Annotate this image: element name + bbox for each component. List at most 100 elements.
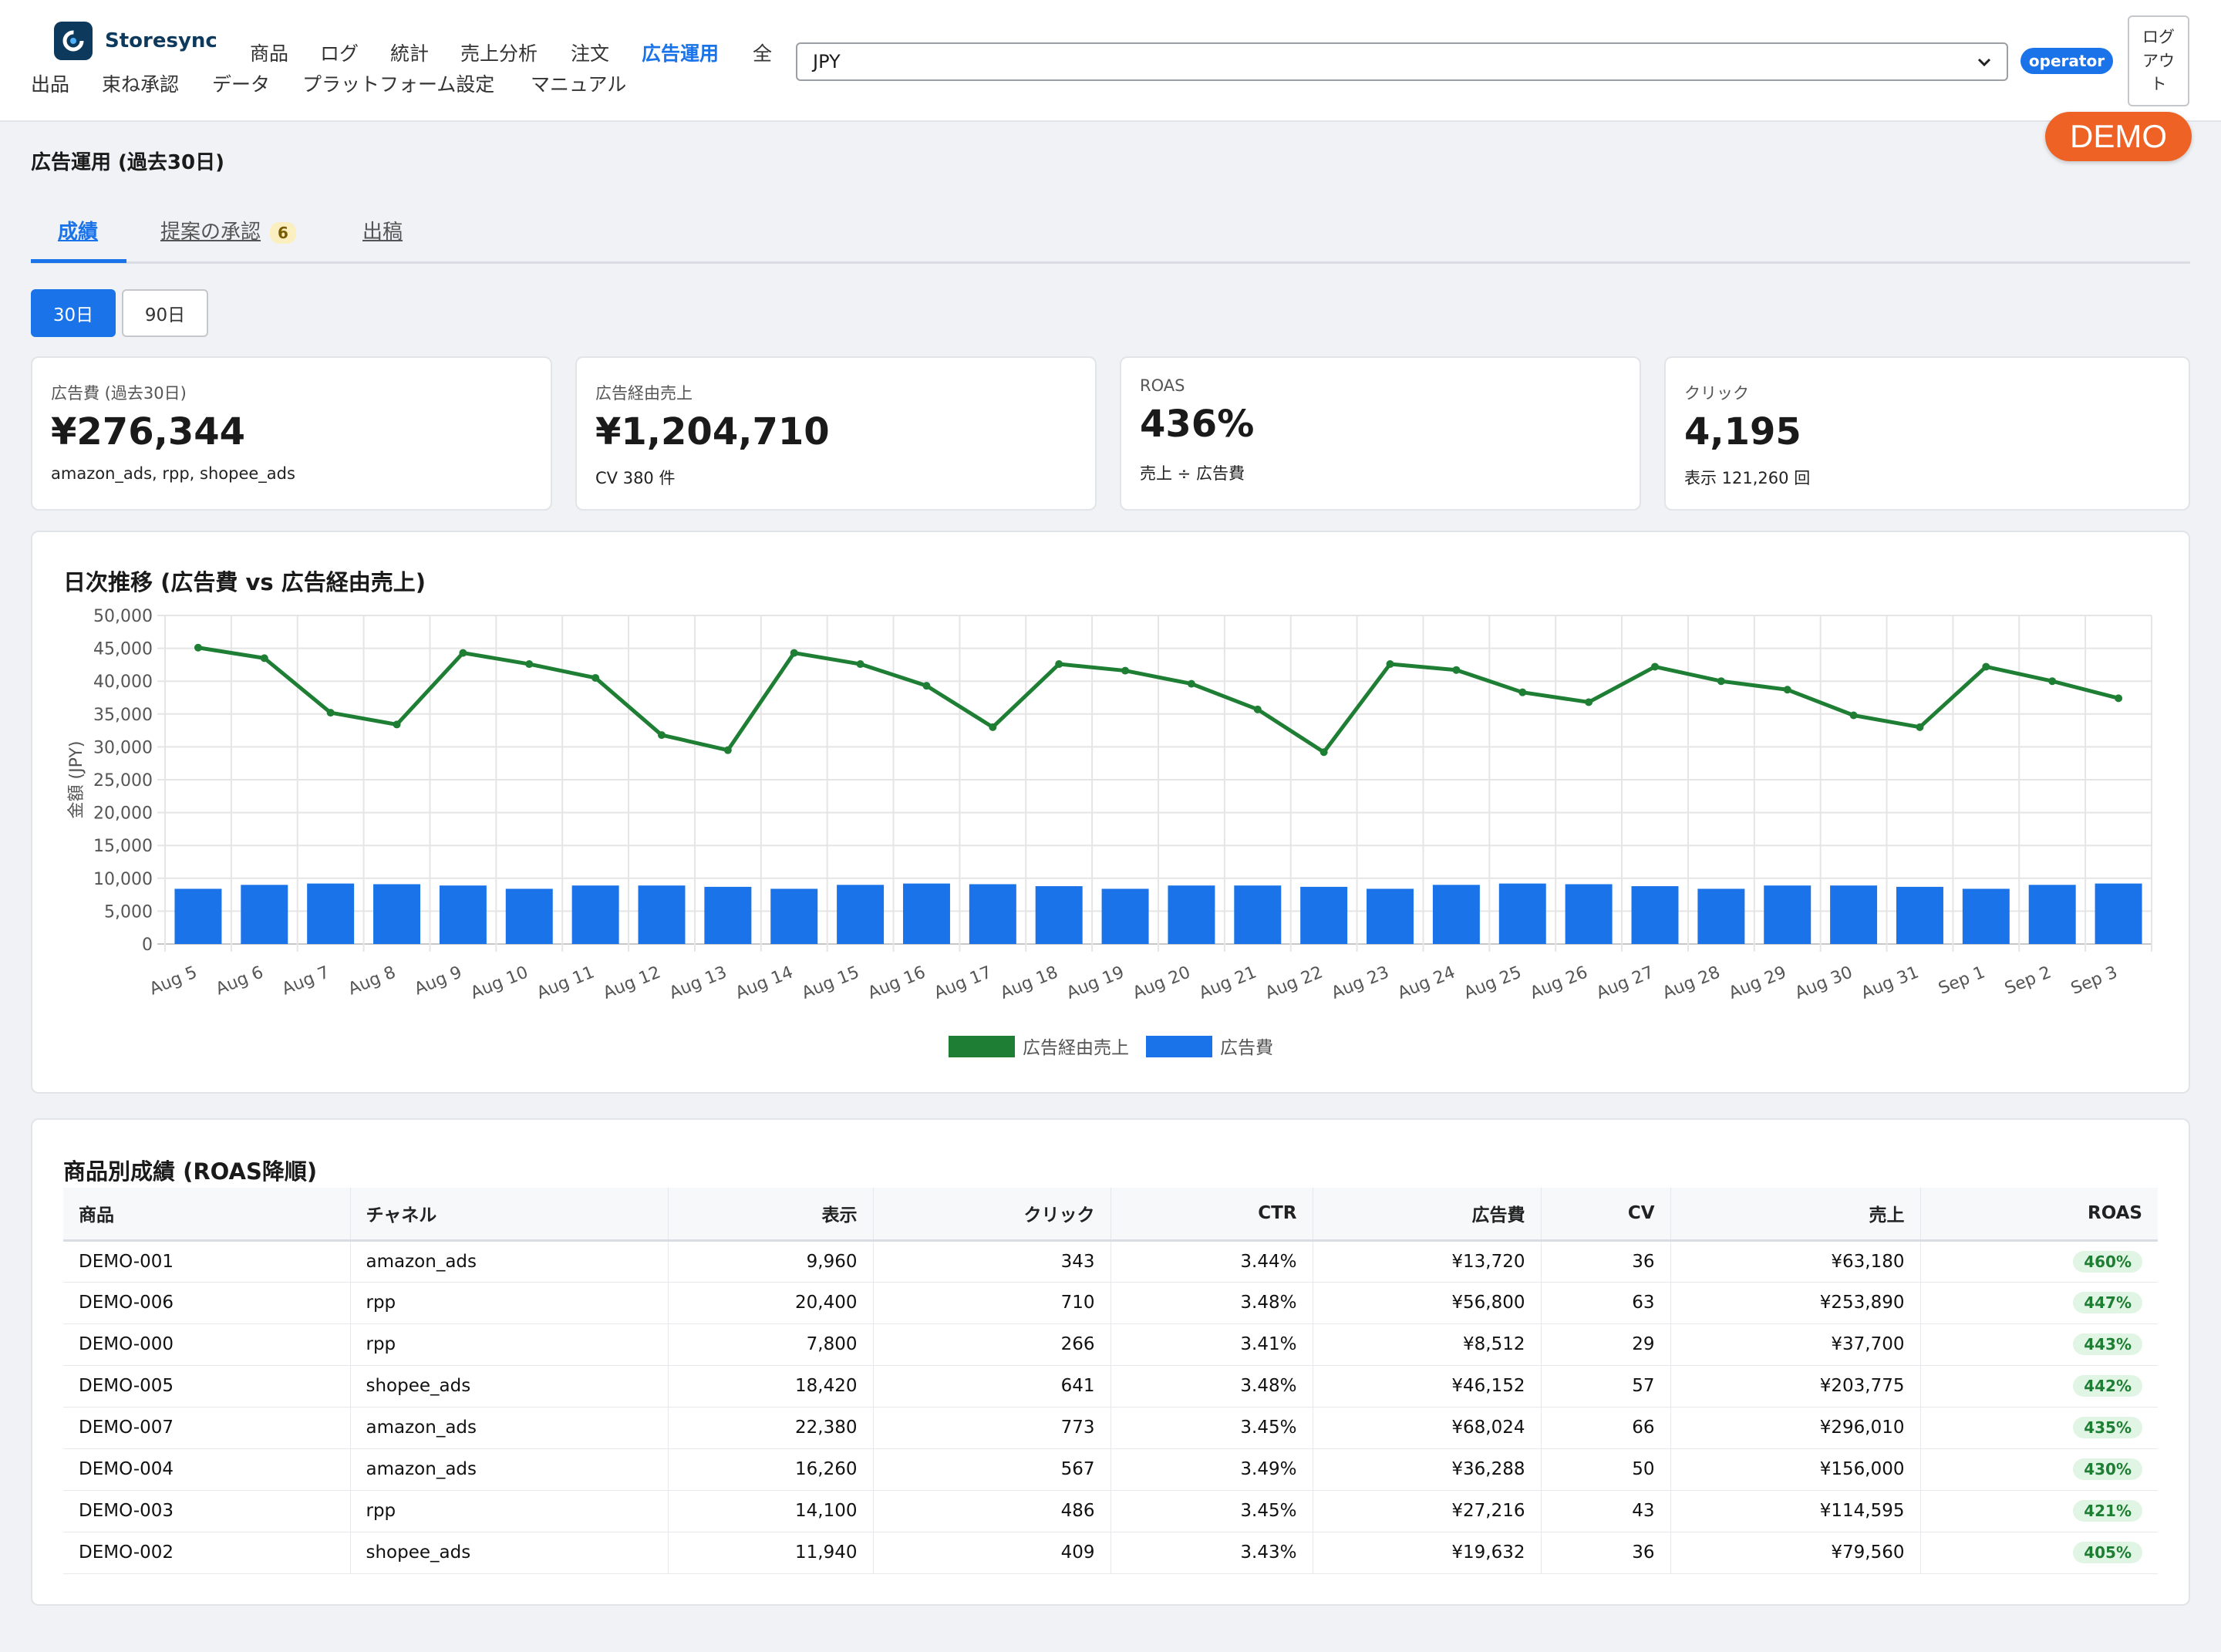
cell-channel: rpp	[350, 1323, 669, 1366]
table-row: DEMO-000 rpp 7,800 266 3.41% ¥8,512 29 ¥…	[63, 1323, 2158, 1366]
x-tick-label: Aug 16	[865, 963, 929, 1003]
nav-orders[interactable]: 注文	[571, 42, 610, 65]
ad-spend-bar	[1631, 886, 1679, 944]
cell-ctr: 3.43%	[1110, 1532, 1313, 1574]
nav-products[interactable]: 商品	[250, 42, 289, 65]
kpi-label: ROAS	[1140, 376, 1185, 395]
x-tick-label: Sep 2	[2002, 963, 2054, 999]
cell-product: DEMO-006	[63, 1282, 351, 1324]
x-tick-label: Sep 3	[2068, 963, 2120, 999]
cell-clicks: 343	[873, 1240, 1111, 1283]
cell-cv: 57	[1541, 1365, 1671, 1408]
cell-product: DEMO-001	[63, 1240, 351, 1283]
x-tick-label: Aug 19	[1064, 963, 1127, 1003]
cell-ad-spend: ¥19,632	[1313, 1532, 1542, 1574]
tab-proposal-approval[interactable]: 提案の承認 6	[160, 216, 296, 244]
ad-spend-bar	[1035, 886, 1083, 944]
table-row: DEMO-006 rpp 20,400 710 3.48% ¥56,800 63…	[63, 1282, 2158, 1324]
column-header-clicks[interactable]: クリック	[873, 1188, 1111, 1242]
cell-ad-spend: ¥36,288	[1313, 1448, 1542, 1491]
ad-spend-bar	[241, 885, 288, 944]
ad-sales-point	[459, 649, 467, 657]
ad-spend-bar	[770, 888, 818, 944]
kpi-card-ad-spend: 広告費 (過去30日) ¥276,344 amazon_ads, rpp, sh…	[31, 356, 552, 511]
period-90d-button[interactable]: 90日	[122, 289, 208, 337]
column-header-cv[interactable]: CV	[1541, 1188, 1671, 1242]
nav-platform-settings[interactable]: プラットフォーム設定	[302, 73, 495, 96]
column-header-channel[interactable]: チャネル	[350, 1188, 669, 1242]
cell-impressions: 18,420	[668, 1365, 874, 1408]
tab-performance[interactable]: 成績	[58, 221, 99, 244]
column-header-sales[interactable]: 売上	[1670, 1188, 1921, 1242]
x-tick-label: Aug 26	[1528, 963, 1591, 1003]
table-row: DEMO-003 rpp 14,100 486 3.45% ¥27,216 43…	[63, 1490, 2158, 1532]
table-row: DEMO-004 amazon_ads 16,260 567 3.49% ¥36…	[63, 1448, 2158, 1491]
role-badge: operator	[2020, 48, 2113, 74]
column-header-product[interactable]: 商品	[63, 1188, 351, 1242]
cell-clicks: 773	[873, 1407, 1111, 1449]
ad-spend-bar	[1168, 885, 1215, 944]
x-tick-label: Aug 14	[733, 963, 796, 1003]
ad-sales-point	[1916, 723, 1924, 731]
logout-button[interactable]: ログアウト	[2128, 15, 2189, 106]
ad-sales-point	[1055, 660, 1063, 669]
ad-spend-bar	[704, 886, 752, 944]
nav-bundle-approval[interactable]: 束ね承認	[102, 73, 180, 96]
app-logo[interactable]: Storesync	[54, 22, 217, 60]
column-header-ad-spend[interactable]: 広告費	[1313, 1188, 1542, 1242]
ad-spend-bar	[505, 888, 553, 944]
cell-ctr: 3.45%	[1110, 1407, 1313, 1449]
active-tab-indicator	[31, 259, 126, 263]
product-performance-table: 商品 チャネル 表示 クリック CTR 広告費 CV 売上 ROAS DEMO-…	[63, 1188, 2158, 1574]
cell-product: DEMO-003	[63, 1490, 351, 1532]
product-performance-card: 商品別成績 (ROAS降順) 商品 チャネル 表示 クリック CTR 広告費 C…	[31, 1118, 2190, 1606]
y-axis-label: 金額 (JPY)	[67, 741, 86, 819]
ad-spend-bar	[307, 883, 355, 944]
cell-cv: 63	[1541, 1282, 1671, 1324]
nav-stats[interactable]: 統計	[390, 42, 430, 65]
period-30d-button[interactable]: 30日	[31, 289, 116, 337]
ad-sales-point	[591, 673, 600, 682]
cell-cv: 66	[1541, 1407, 1671, 1449]
cell-roas: 460%	[1920, 1240, 2158, 1283]
currency-select-value: JPY	[813, 51, 841, 72]
cell-cv: 36	[1541, 1240, 1671, 1283]
cell-channel: amazon_ads	[350, 1240, 669, 1283]
ad-spend-bar	[2095, 883, 2142, 944]
cell-ad-spend: ¥13,720	[1313, 1240, 1542, 1283]
cell-sales: ¥114,595	[1670, 1490, 1921, 1532]
cell-impressions: 20,400	[668, 1282, 874, 1324]
cell-cv: 36	[1541, 1532, 1671, 1574]
nav-ads[interactable]: 広告運用	[642, 42, 720, 65]
nav-all-listings-part2: 出品	[31, 73, 70, 96]
cell-impressions: 7,800	[668, 1323, 874, 1366]
tab-placement[interactable]: 出稿	[362, 221, 403, 244]
chevron-down-icon	[1974, 52, 1994, 76]
kpi-subtext: 表示 121,260 回	[1684, 469, 1811, 487]
x-tick-label: Aug 30	[1792, 963, 1855, 1003]
ad-sales-point	[525, 660, 534, 669]
cell-roas: 447%	[1920, 1282, 2158, 1324]
x-tick-label: Aug 29	[1726, 963, 1789, 1003]
column-header-roas[interactable]: ROAS	[1920, 1188, 2158, 1242]
nav-logs[interactable]: ログ	[320, 42, 359, 65]
cell-roas: 430%	[1920, 1448, 2158, 1491]
nav-all-listings-part1: 全	[753, 42, 773, 65]
column-header-ctr[interactable]: CTR	[1110, 1188, 1313, 1242]
nav-data[interactable]: データ	[212, 73, 271, 96]
nav-manual[interactable]: マニュアル	[531, 73, 627, 96]
ad-spend-bar	[1565, 884, 1613, 944]
roas-badge: 405%	[2073, 1542, 2142, 1563]
ad-sales-point	[194, 643, 202, 652]
ad-sales-point	[393, 720, 401, 729]
table-title: 商品別成績 (ROAS降順)	[63, 1158, 318, 1185]
x-tick-label: Aug 7	[279, 963, 332, 999]
kpi-card-ad-sales: 広告経由売上 ¥1,204,710 CV 380 件	[575, 356, 1097, 511]
roas-badge: 443%	[2073, 1333, 2142, 1355]
currency-select[interactable]: JPY	[796, 42, 2008, 81]
roas-badge: 460%	[2073, 1250, 2142, 1273]
kpi-subtext: 売上 ÷ 広告費	[1140, 464, 1245, 483]
cell-ad-spend: ¥56,800	[1313, 1282, 1542, 1324]
nav-sales-analysis[interactable]: 売上分析	[460, 42, 538, 65]
column-header-impressions[interactable]: 表示	[668, 1188, 874, 1242]
